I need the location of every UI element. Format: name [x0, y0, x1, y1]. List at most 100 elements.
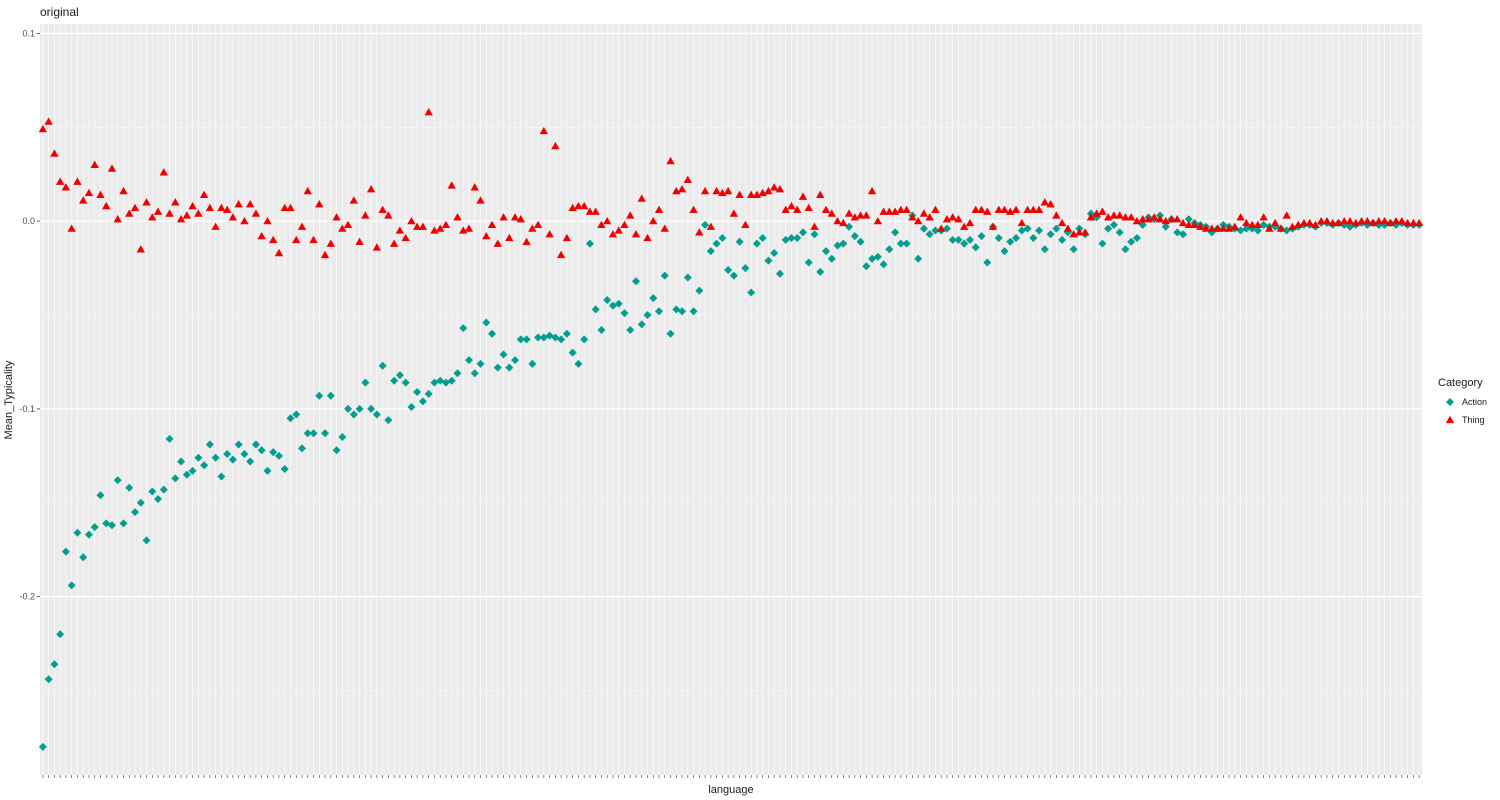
action-point	[148, 487, 157, 496]
thing-point	[614, 226, 623, 234]
action-point	[994, 234, 1003, 243]
action-point	[1069, 245, 1078, 254]
action-point	[919, 224, 928, 233]
thing-point	[960, 222, 969, 230]
thing-point	[942, 215, 952, 223]
thing-point	[73, 177, 82, 185]
action-point	[522, 335, 531, 344]
thing-point	[1224, 224, 1234, 232]
action-point	[263, 466, 272, 475]
thing-point	[1196, 222, 1205, 230]
thing-point	[67, 224, 76, 232]
thing-point	[1201, 224, 1211, 232]
thing-point	[643, 233, 652, 242]
thing-point	[890, 207, 900, 215]
action-point	[1109, 220, 1118, 229]
action-point	[303, 429, 312, 438]
action-point	[764, 256, 773, 265]
thing-point	[695, 228, 704, 236]
action-point	[735, 237, 744, 246]
action-point	[125, 483, 134, 492]
action-point	[390, 376, 399, 385]
thing-point	[793, 205, 802, 214]
thing-point	[1403, 218, 1412, 227]
thing-point	[873, 216, 883, 225]
action-point	[516, 335, 525, 344]
action-point	[447, 376, 456, 385]
thing-point	[689, 205, 698, 214]
thing-point	[447, 181, 456, 189]
thing-point	[441, 220, 451, 229]
thing-point	[821, 205, 831, 214]
thing-point	[125, 209, 134, 217]
thing-point	[1345, 216, 1355, 225]
thing-point	[1132, 216, 1142, 225]
thing-point	[499, 213, 508, 221]
action-point	[321, 429, 330, 438]
thing-point	[913, 216, 923, 225]
thing-point	[136, 245, 145, 253]
action-point	[459, 324, 468, 333]
thing-point	[84, 188, 94, 197]
action-point	[182, 470, 191, 479]
thing-point	[148, 213, 157, 221]
action-point	[718, 234, 727, 243]
thing-point	[660, 224, 669, 232]
thing-point	[1057, 218, 1067, 227]
action-point	[1104, 224, 1113, 233]
action-point	[505, 363, 514, 372]
thing-point	[522, 237, 531, 245]
action-point	[338, 433, 347, 442]
thing-point	[568, 203, 577, 212]
action-point	[378, 361, 387, 370]
action-point	[885, 245, 894, 254]
action-point	[217, 472, 226, 481]
action-point	[470, 369, 479, 378]
thing-point	[505, 233, 514, 242]
vertical-gridlines	[42, 24, 1420, 775]
thing-point	[395, 226, 405, 234]
action-point	[701, 220, 710, 229]
thing-point	[78, 196, 88, 204]
action-point	[1029, 234, 1038, 243]
thing-point	[545, 230, 554, 238]
action-point	[119, 519, 128, 528]
thing-point	[752, 190, 762, 199]
thing-point	[1386, 218, 1395, 227]
thing-point	[338, 224, 347, 232]
thing-point	[741, 220, 750, 229]
plot-panel	[40, 24, 1422, 775]
thing-point	[1069, 230, 1078, 238]
thing-point	[579, 201, 589, 210]
series-action	[38, 209, 1424, 751]
action-point	[96, 491, 105, 500]
action-point	[194, 453, 203, 462]
thing-point	[50, 149, 59, 157]
action-point	[367, 404, 376, 413]
action-point	[240, 449, 249, 458]
legend-triangle-icon	[1445, 415, 1455, 424]
action-point	[580, 335, 589, 344]
thing-point	[1017, 218, 1026, 227]
action-point	[614, 299, 623, 308]
thing-point	[240, 216, 249, 225]
thing-point	[1219, 224, 1228, 232]
action-point	[891, 228, 900, 237]
action-point	[850, 232, 859, 241]
thing-point	[165, 209, 174, 217]
action-point	[965, 235, 974, 244]
thing-point	[631, 230, 641, 238]
thing-point	[1161, 216, 1170, 225]
action-point	[165, 434, 174, 443]
action-point	[269, 448, 278, 457]
action-point	[38, 742, 47, 751]
thing-point	[476, 196, 485, 204]
action-point	[1253, 226, 1262, 235]
thing-point	[1040, 198, 1050, 206]
action-point	[741, 264, 750, 273]
thing-point	[269, 235, 278, 244]
thing-point	[130, 203, 140, 212]
action-point	[724, 265, 733, 274]
thing-point	[885, 207, 894, 215]
action-point	[1132, 234, 1141, 243]
